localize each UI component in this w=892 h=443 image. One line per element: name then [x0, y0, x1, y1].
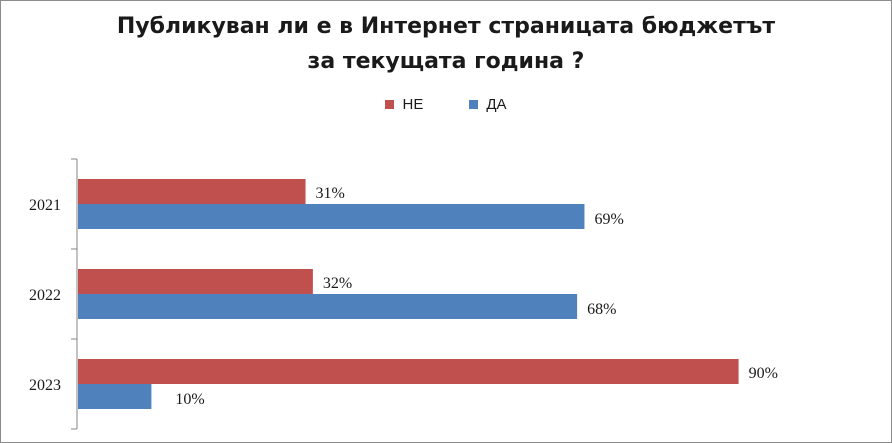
legend-item-da: ДА	[469, 96, 507, 113]
data-label-da-2021: 69%	[594, 211, 623, 228]
data-label-da-2022: 68%	[587, 301, 616, 318]
chart-title-line-2: за текущата година ?	[307, 49, 585, 74]
legend-item-ne: НЕ	[385, 96, 423, 113]
bar-ne-2022	[78, 269, 313, 294]
chart-title: Публикуван ли е в Интернет страницата бю…	[1, 9, 891, 79]
category-label-2022: 2022	[29, 287, 61, 304]
data-label-ne-2022: 32%	[323, 275, 352, 292]
legend-label-ne: НЕ	[402, 96, 424, 113]
category-label-2023: 2023	[29, 377, 61, 394]
legend-label-da: ДА	[486, 96, 507, 113]
bar-da-2023	[78, 384, 152, 409]
chart-title-line-1: Публикуван ли е в Интернет страницата бю…	[116, 14, 776, 39]
bar-da-2022	[78, 294, 578, 319]
bar-da-2021	[78, 204, 585, 229]
data-label-ne-2023: 90%	[749, 365, 778, 382]
bar-ne-2021	[78, 179, 306, 204]
legend-swatch-da	[469, 100, 479, 109]
category-label-2021: 2021	[29, 197, 61, 214]
bar-ne-2023	[78, 359, 739, 384]
data-label-da-2023: 10%	[175, 391, 204, 408]
legend: НЕ ДА	[1, 96, 891, 113]
legend-swatch-ne	[385, 100, 395, 109]
data-label-ne-2021: 31%	[316, 185, 345, 202]
